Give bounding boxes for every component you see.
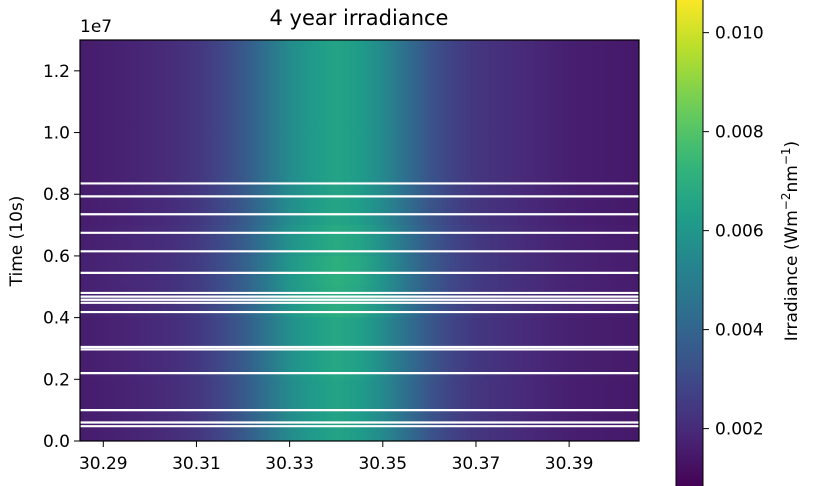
colorbar-ticks: 0.002 0.004 0.006 0.008 0.010 (703, 24, 764, 440)
time-modulation-rows (80, 40, 639, 441)
y-axis-label: Time (10s) (7, 196, 27, 288)
colorbar-tick-label: 0.002 (715, 420, 764, 440)
colorbar-tick-label: 0.010 (715, 24, 764, 44)
time-band (80, 255, 639, 287)
y-tick-label: 0.4 (43, 309, 70, 329)
y-tick-label: 0.0 (43, 432, 70, 452)
y-tick-label: 0.2 (43, 370, 70, 390)
chart-title: 4 year irradiance (270, 6, 449, 30)
colorbar-tick-label: 0.006 (715, 222, 764, 242)
x-tick-label: 30.29 (79, 454, 128, 474)
plot-area (79, 39, 640, 442)
x-axis: 30.29 30.31 30.33 30.35 30.37 30.39 (79, 441, 594, 474)
colorbar: 0.002 0.004 0.006 0.008 0.010 Irradiance (Wm… (675, 0, 802, 486)
time-band (80, 132, 639, 195)
colorbar-tick-label: 0.008 (715, 123, 764, 143)
time-band (80, 194, 639, 226)
y-tick-label: 0.8 (43, 185, 70, 205)
colorbar-tick-label: 0.004 (715, 321, 764, 341)
y-offset-text: 1e7 (80, 17, 112, 37)
colorbar-gradient (675, 0, 704, 486)
y-tick-label: 1.2 (43, 62, 70, 82)
time-band (80, 40, 639, 133)
x-tick-label: 30.37 (452, 454, 501, 474)
y-tick-label: 0.6 (43, 247, 70, 267)
x-tick-label: 30.31 (172, 454, 221, 474)
data-gap-lines (80, 182, 639, 428)
y-tick-label: 1.0 (43, 124, 70, 144)
x-tick-label: 30.39 (545, 454, 594, 474)
x-tick-label: 30.33 (265, 454, 314, 474)
x-tick-label: 30.35 (358, 454, 407, 474)
y-axis: 0.0 0.2 0.4 0.6 0.8 1.0 1.2 (43, 62, 80, 452)
plot-frame (79, 39, 640, 442)
colorbar-label: Irradiance (Wm−2nm−1) (779, 141, 802, 341)
